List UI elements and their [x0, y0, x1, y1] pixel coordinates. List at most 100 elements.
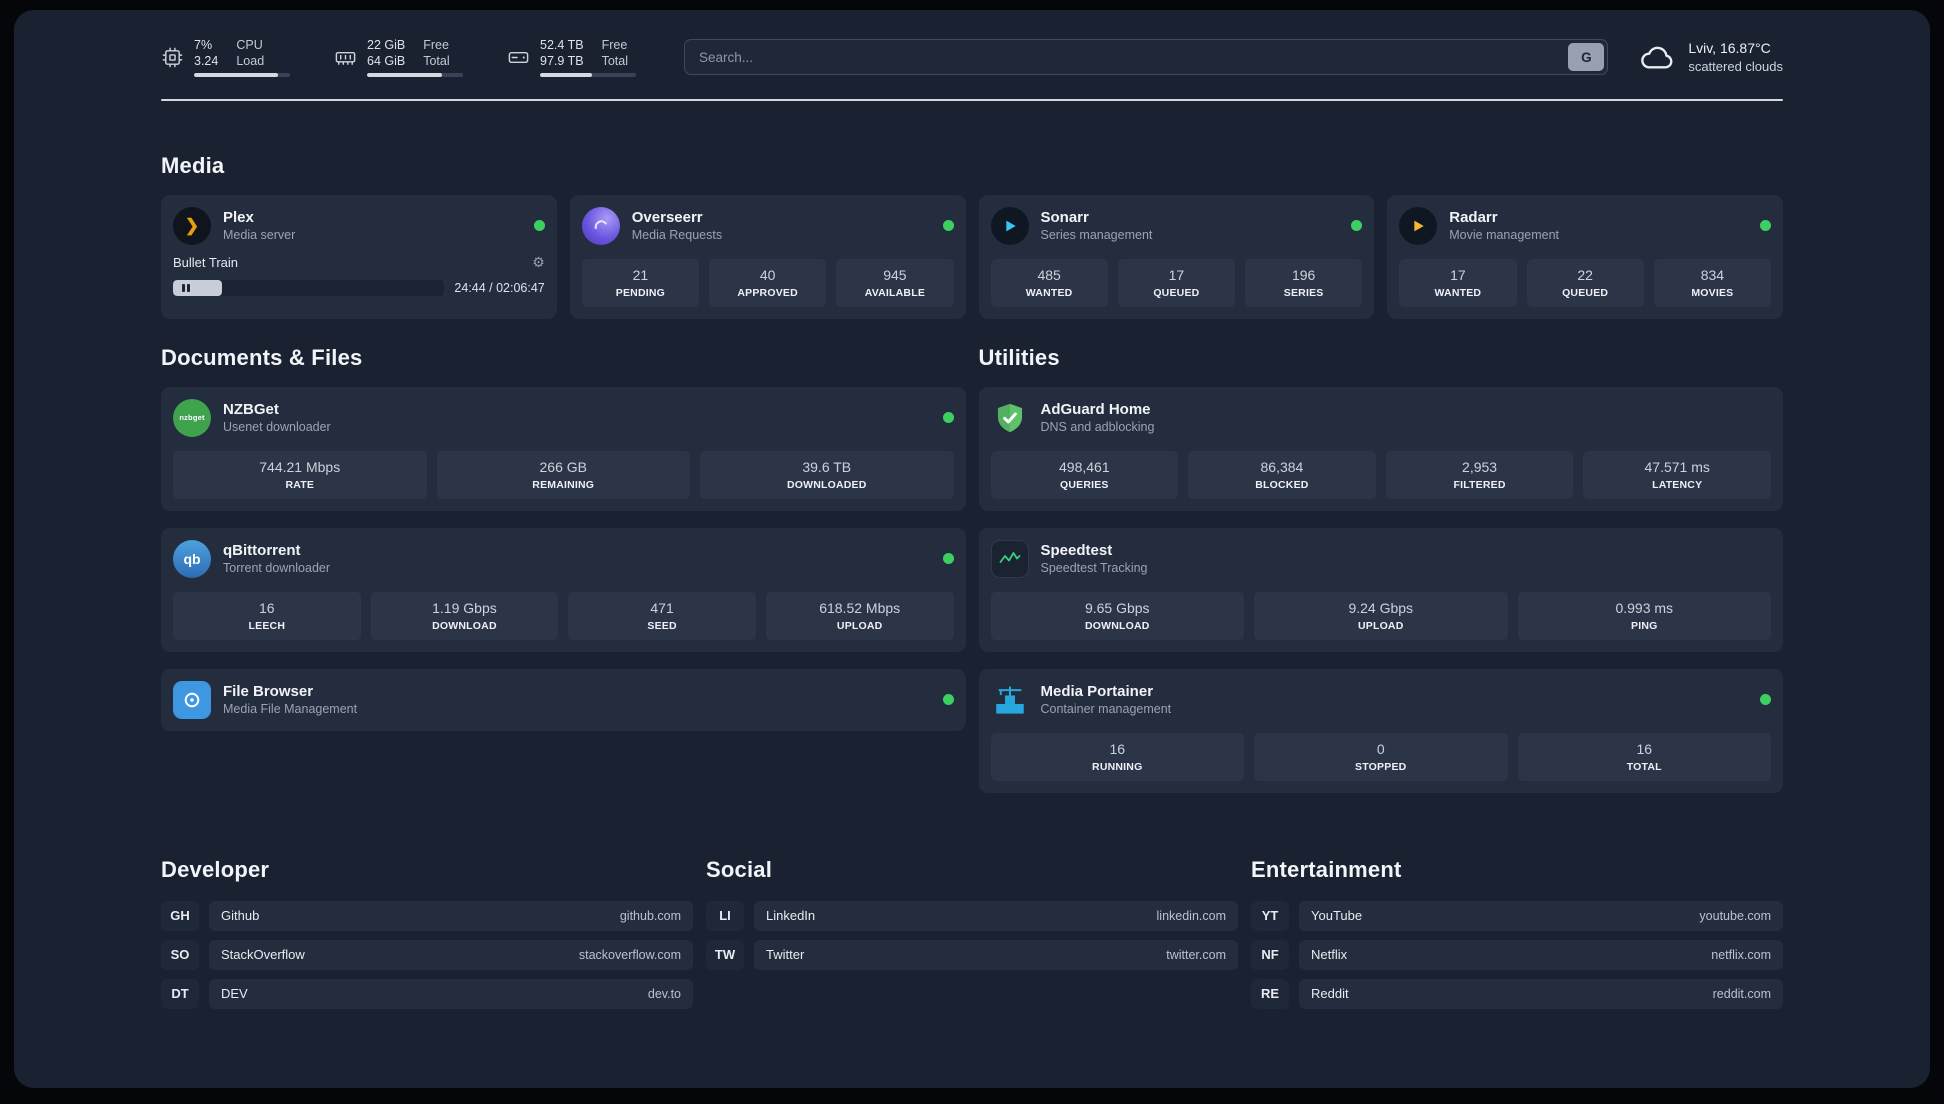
- plex-icon: ❯: [173, 206, 211, 245]
- sonarr-card-header: Sonarr Series management: [990, 206, 1363, 245]
- status-dot-online: [1351, 220, 1363, 232]
- app-name: Plex: [223, 209, 254, 227]
- bookmark-url: reddit.com: [1712, 986, 1771, 1001]
- ram-label-top: Free: [423, 38, 449, 52]
- stat-movies: 834 MOVIES: [1653, 258, 1771, 307]
- status-dot-online: [942, 412, 954, 424]
- pause-icon[interactable]: [182, 283, 190, 292]
- section-documents-files: Documents & Files nzbget NZBGet Usenet d…: [161, 345, 966, 731]
- app-name: File Browser: [223, 683, 314, 701]
- stat-queries: 498,461 QUERIES: [990, 450, 1179, 499]
- app-name: Radarr: [1449, 209, 1498, 227]
- bookmark-abbr: LI: [706, 900, 744, 931]
- bookmark-stackoverflow[interactable]: SO StackOverflow stackoverflow.com: [161, 939, 693, 970]
- header-divider: [161, 98, 1783, 101]
- bookmark-abbr: GH: [161, 900, 199, 931]
- bookmark-url: youtube.com: [1699, 908, 1771, 923]
- bookmark-reddit[interactable]: RE Reddit reddit.com: [1251, 978, 1783, 1009]
- qbittorrent-card-header: qb qBittorrent Torrent downloader: [173, 539, 954, 578]
- stat-stopped: 0 STOPPED: [1254, 732, 1508, 781]
- plex-card[interactable]: ❯ Plex Media server Bullet Train ⚙: [161, 194, 557, 319]
- search-engine-button[interactable]: G: [1568, 43, 1605, 72]
- app-name: Media Portainer: [1040, 683, 1154, 701]
- weather-condition: scattered clouds: [1688, 59, 1783, 75]
- bookmark-url: netflix.com: [1711, 947, 1771, 962]
- section-social: Social LI LinkedIn linkedin.com TW Twitt…: [706, 857, 1238, 979]
- app-subtitle: Media File Management: [223, 702, 358, 717]
- qbittorrent-card[interactable]: qb qBittorrent Torrent downloader 16 LEE…: [161, 527, 966, 652]
- disk-label-bottom: Total: [601, 54, 628, 69]
- bookmark-abbr: DT: [161, 978, 199, 1009]
- section-title-documents: Documents & Files: [161, 344, 363, 370]
- section-title-utilities: Utilities: [978, 344, 1060, 370]
- status-dot-online: [1760, 694, 1771, 706]
- search-input[interactable]: [684, 39, 1609, 76]
- bookmark-url: linkedin.com: [1156, 908, 1226, 923]
- bookmark-twitter[interactable]: TW Twitter twitter.com: [706, 939, 1238, 970]
- app-name: AdGuard Home: [1040, 401, 1151, 419]
- status-dot-online: [533, 220, 545, 232]
- playback-progress-bar[interactable]: [173, 279, 445, 296]
- stat-ping: 0.993 ms PING: [1517, 591, 1771, 640]
- nzbget-card-header: nzbget NZBGet Usenet downloader: [173, 398, 954, 437]
- stat-wanted: 17 WANTED: [1399, 258, 1517, 307]
- stat-queued: 17 QUEUED: [1117, 258, 1235, 307]
- ram-monitor: 22 GiB 64 GiB Free Total: [334, 38, 463, 77]
- app-subtitle: Media Requests: [631, 228, 723, 243]
- bookmark-youtube[interactable]: YT YouTube youtube.com: [1251, 900, 1783, 931]
- bookmark-github[interactable]: GH Github github.com: [161, 900, 693, 931]
- adguard-card[interactable]: AdGuard Home DNS and adblocking 498,461 …: [978, 386, 1783, 511]
- cloud-icon: [1641, 47, 1673, 69]
- bookmark-url: github.com: [619, 908, 681, 923]
- portainer-card-header: Media Portainer Container management: [991, 681, 1771, 719]
- bookmark-url: stackoverflow.com: [578, 947, 681, 962]
- stat-total: 16 TOTAL: [1517, 732, 1771, 781]
- overseerr-icon: [581, 206, 620, 245]
- cpu-label-bottom: Load: [236, 54, 265, 69]
- bookmark-linkedin[interactable]: LI LinkedIn linkedin.com: [706, 900, 1238, 931]
- bookmark-abbr: RE: [1251, 978, 1289, 1009]
- cpu-monitor: 7% 3.24 CPU Load: [161, 38, 290, 77]
- app-name: Speedtest: [1040, 542, 1113, 560]
- bookmark-name: Twitter: [766, 947, 805, 963]
- bookmark-netflix[interactable]: NF Netflix netflix.com: [1251, 939, 1783, 970]
- disk-monitor: 52.4 TB 97.9 TB Free Total: [507, 38, 636, 77]
- cpu-usage-bar: [194, 72, 290, 77]
- app-subtitle: Speedtest Tracking: [1040, 561, 1148, 576]
- section-title-developer: Developer: [161, 856, 270, 882]
- section-utilities: Utilities AdGuard Home: [978, 344, 1783, 793]
- filebrowser-card[interactable]: File Browser Media File Management: [161, 668, 966, 731]
- portainer-card[interactable]: Media Portainer Container management 16 …: [978, 668, 1783, 793]
- section-media: Media ❯ Plex Media server: [161, 153, 1783, 319]
- weather-widget[interactable]: Lviv, 16.87°C scattered clouds: [1638, 38, 1783, 76]
- bookmark-abbr: SO: [161, 939, 199, 970]
- ram-usage-bar: [367, 72, 463, 77]
- overseerr-card-header: Overseerr Media Requests: [581, 206, 954, 245]
- status-dot-online: [942, 553, 954, 565]
- sonarr-card[interactable]: Sonarr Series management 485 WANTED 17 Q…: [978, 194, 1375, 319]
- bookmark-pill: LinkedIn linkedin.com: [754, 900, 1238, 931]
- section-title-social: Social: [706, 856, 773, 882]
- app-name: Overseerr: [631, 209, 703, 227]
- stat-approved: 40 APPROVED: [709, 258, 827, 307]
- speedtest-icon: [990, 539, 1029, 578]
- radarr-card[interactable]: Radarr Movie management 17 WANTED 22 QUE…: [1387, 194, 1783, 319]
- cpu-percent: 7%: [194, 38, 213, 52]
- stat-seed: 471 SEED: [568, 591, 756, 640]
- bookmark-dev[interactable]: DT DEV dev.to: [161, 978, 693, 1009]
- stat-available: 945 AVAILABLE: [836, 258, 954, 307]
- weather-location: Lviv, 16.87°C: [1688, 40, 1771, 57]
- app-subtitle: Media server: [223, 228, 296, 243]
- bookmark-abbr: NF: [1251, 939, 1289, 970]
- nzbget-icon: nzbget: [173, 398, 211, 437]
- speedtest-card[interactable]: Speedtest Speedtest Tracking 9.65 Gbps D…: [978, 527, 1783, 652]
- overseerr-card[interactable]: Overseerr Media Requests 21 PENDING 40 A…: [569, 194, 966, 319]
- top-bar: 7% 3.24 CPU Load: [161, 38, 1783, 77]
- gear-icon[interactable]: ⚙: [532, 254, 545, 271]
- stat-upload: 618.52 Mbps UPLOAD: [765, 591, 954, 640]
- nzbget-card[interactable]: nzbget NZBGet Usenet downloader 744.21 M…: [161, 386, 966, 511]
- nzbget-logo-text: nzbget: [179, 413, 205, 423]
- stat-series: 196 SERIES: [1245, 258, 1363, 307]
- stat-queued: 22 QUEUED: [1526, 258, 1644, 307]
- now-playing-title: Bullet Train: [173, 254, 239, 270]
